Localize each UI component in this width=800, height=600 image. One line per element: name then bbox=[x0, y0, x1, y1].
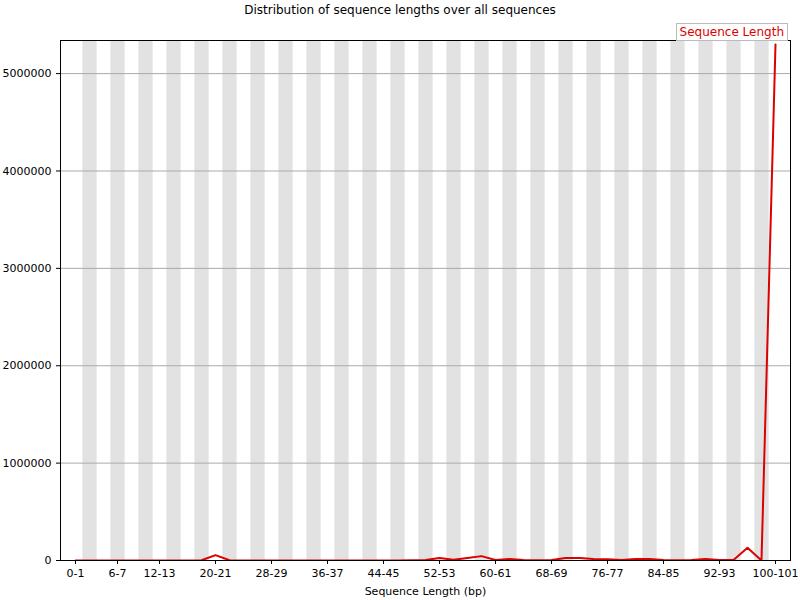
svg-text:5000000: 5000000 bbox=[3, 67, 52, 80]
svg-text:84-85: 84-85 bbox=[648, 567, 680, 580]
svg-text:3000000: 3000000 bbox=[3, 262, 52, 275]
svg-text:100-101: 100-101 bbox=[753, 567, 799, 580]
svg-text:44-45: 44-45 bbox=[368, 567, 400, 580]
svg-text:52-53: 52-53 bbox=[424, 567, 456, 580]
html-text:Distribution of sequence lengt: Distribution of sequence lengths over al… bbox=[244, 3, 556, 17]
svg-text:36-37: 36-37 bbox=[312, 567, 344, 580]
svg-text:60-61: 60-61 bbox=[480, 567, 512, 580]
svg-text:1000000: 1000000 bbox=[3, 457, 52, 470]
svg-text:Sequence Length (bp): Sequence Length (bp) bbox=[365, 585, 487, 598]
svg-text:2000000: 2000000 bbox=[3, 359, 52, 372]
svg-text:20-21: 20-21 bbox=[200, 567, 232, 580]
svg-text:0-1: 0-1 bbox=[67, 567, 85, 580]
svg-text:76-77: 76-77 bbox=[592, 567, 624, 580]
svg-text:6-7: 6-7 bbox=[109, 567, 127, 580]
svg-text:12-13: 12-13 bbox=[144, 567, 176, 580]
svg-text:4000000: 4000000 bbox=[3, 165, 52, 178]
svg-text:68-69: 68-69 bbox=[536, 567, 568, 580]
svg-text:0: 0 bbox=[45, 554, 52, 567]
html-text:Sequence Length: Sequence Length bbox=[679, 25, 784, 39]
svg-text:28-29: 28-29 bbox=[256, 567, 288, 580]
svg-text:92-93: 92-93 bbox=[704, 567, 736, 580]
